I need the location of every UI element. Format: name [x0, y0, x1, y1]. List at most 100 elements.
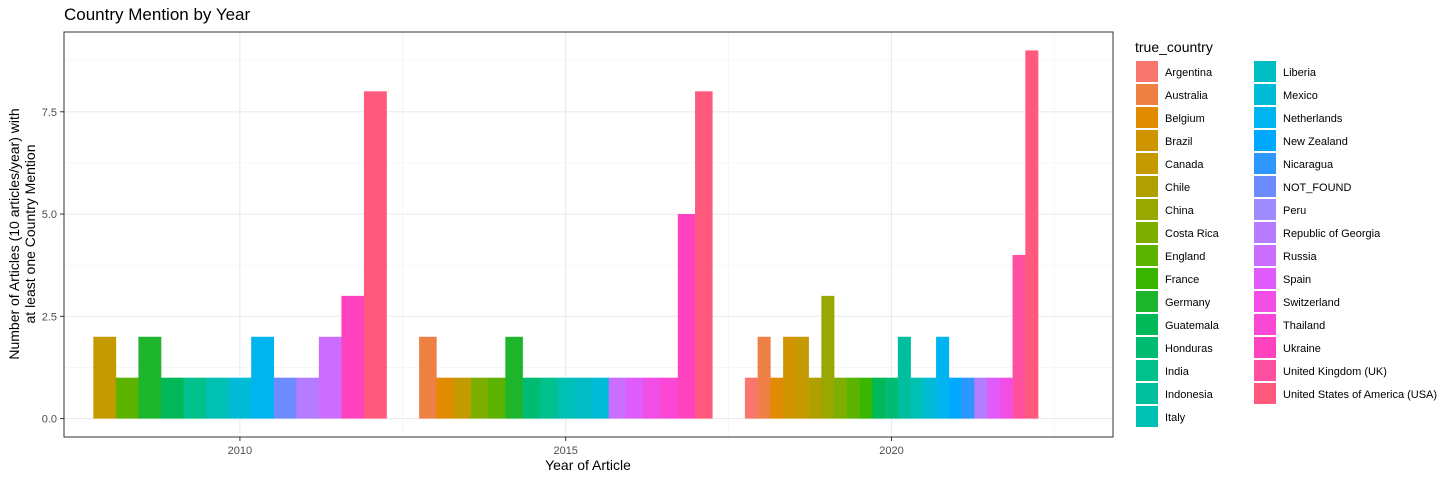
bar-2020-guatemala: [872, 377, 886, 419]
legend-label-chile: Chile: [1165, 182, 1190, 194]
bar-2020-chile: [808, 377, 822, 419]
panel-border: [63, 31, 1114, 438]
bar-2020-united-kingdom-uk: [1012, 254, 1026, 419]
bar-2010-italy: [206, 377, 229, 419]
legend-label-thailand: Thailand: [1283, 320, 1325, 332]
legend-key-not-found: [1254, 176, 1276, 197]
bar-2015-australia: [419, 336, 437, 419]
bar-2010-not-found: [273, 377, 297, 419]
legend-label-canada: Canada: [1165, 159, 1204, 171]
bar-2020-england: [846, 377, 860, 419]
legend-key-mexico: [1254, 84, 1276, 105]
x-axis-title: Year of Article: [545, 457, 631, 473]
legend-label-netherlands: Netherlands: [1283, 113, 1343, 125]
legend-label-ukraine: Ukraine: [1283, 343, 1321, 355]
legend-label-peru: Peru: [1283, 205, 1306, 217]
y-axis-title-line-1: Number of Articles (10 articles/year) wi…: [6, 108, 22, 359]
legend-label-republic-of-georgia: Republic of Georgia: [1283, 228, 1381, 240]
legend-key-germany: [1136, 291, 1158, 312]
legend-label-united-kingdom-uk: United Kingdom (UK): [1283, 366, 1387, 378]
bar-2010-mexico: [228, 377, 252, 419]
bar-2010-netherlands: [251, 336, 275, 419]
legend-key-russia: [1254, 245, 1276, 266]
legend-key-indonesia: [1136, 383, 1158, 404]
legend-label-france: France: [1165, 274, 1199, 286]
legend-key-italy: [1136, 406, 1158, 427]
legend-label-russia: Russia: [1283, 251, 1318, 263]
legend-label-indonesia: Indonesia: [1165, 389, 1214, 401]
legend-label-guatemala: Guatemala: [1165, 320, 1220, 332]
legend-key-india: [1136, 360, 1158, 381]
legend-key-new-zealand: [1254, 130, 1276, 151]
x-tick-label: 2020: [879, 445, 903, 457]
y-axis-title-line-2: at least one Country Mention: [22, 145, 38, 324]
bar-2015-united-states-of-america-usa: [695, 91, 713, 419]
legend-label-italy: Italy: [1165, 412, 1186, 424]
chart-title: Country Mention by Year: [64, 5, 251, 24]
legend-key-united-kingdom-uk: [1254, 360, 1276, 381]
bar-2020-australia: [757, 336, 771, 419]
legend-title: true_country: [1135, 39, 1213, 55]
legend-label-england: England: [1165, 251, 1205, 263]
bar-2020-indonesia: [897, 336, 911, 419]
bar-2015-thailand: [660, 377, 679, 419]
legend-label-nicaragua: Nicaragua: [1283, 159, 1334, 171]
bar-2020-costa-rica: [834, 377, 848, 419]
legend-key-republic-of-georgia: [1254, 222, 1276, 243]
bar-2010-england: [115, 377, 139, 419]
bar-2015-italy: [557, 377, 575, 419]
bar-2010-ukraine: [341, 295, 365, 419]
x-tick-label: 2010: [228, 445, 252, 457]
legend: true_country Argentina Australia Belgium Br…: [1135, 39, 1437, 427]
panel-background: [64, 32, 1113, 437]
legend-label-liberia: Liberia: [1283, 67, 1317, 79]
legend-key-canada: [1136, 153, 1158, 174]
y-tick-label: 7.5: [42, 107, 57, 119]
bar-2020-brazil: [783, 336, 797, 419]
legend-label-not-found: NOT_FOUND: [1283, 182, 1352, 194]
legend-key-switzerland: [1254, 291, 1276, 312]
bar-2010-india: [183, 377, 207, 419]
bar-2020-china: [821, 295, 835, 419]
plot-panel: [63, 31, 1114, 438]
legend-label-germany: Germany: [1165, 297, 1211, 309]
legend-key-liberia: [1254, 61, 1276, 82]
bar-2020-belgium: [770, 377, 784, 419]
bar-2010-canada: [93, 336, 117, 419]
legend-key-united-states-of-america-usa: [1254, 383, 1276, 404]
legend-label-argentina: Argentina: [1165, 67, 1213, 79]
bar-2015-switzerland: [643, 377, 661, 419]
legend-key-thailand: [1254, 314, 1276, 335]
legend-key-ukraine: [1254, 337, 1276, 358]
bar-2020-italy: [910, 377, 924, 419]
legend-label-china: China: [1165, 205, 1195, 217]
y-axis: 0.0 2.5 5.0 7.5: [42, 107, 64, 426]
bar-2020-mexico: [923, 377, 937, 419]
y-tick-label: 0.0: [42, 414, 57, 426]
y-tick-label: 5.0: [42, 209, 57, 221]
legend-key-nicaragua: [1254, 153, 1276, 174]
bar-2020-netherlands: [936, 336, 950, 419]
bar-2015-honduras: [522, 377, 541, 419]
bar-2010-guatemala: [160, 377, 184, 419]
bar-2015-ukraine: [677, 214, 696, 419]
legend-key-costa-rica: [1136, 222, 1158, 243]
legend-key-spain: [1254, 268, 1276, 289]
legend-key-argentina: [1136, 61, 1158, 82]
legend-key-brazil: [1136, 130, 1158, 151]
bar-2020-honduras: [885, 377, 899, 419]
legend-label-india: India: [1165, 366, 1190, 378]
legend-label-united-states-of-america-usa: United States of America (USA): [1283, 389, 1437, 401]
legend-label-mexico: Mexico: [1283, 90, 1318, 102]
bar-2015-india: [539, 377, 558, 419]
legend-key-netherlands: [1254, 107, 1276, 128]
bar-2015-canada: [453, 377, 472, 419]
bar-2015-england: [488, 377, 506, 419]
legend-label-spain: Spain: [1283, 274, 1311, 286]
bar-2010-united-states-of-america-usa: [363, 91, 387, 419]
bar-2020-canada: [795, 336, 809, 419]
legend-label-costa-rica: Costa Rica: [1165, 228, 1220, 240]
bar-2010-germany: [138, 336, 162, 419]
legend-key-guatemala: [1136, 314, 1158, 335]
